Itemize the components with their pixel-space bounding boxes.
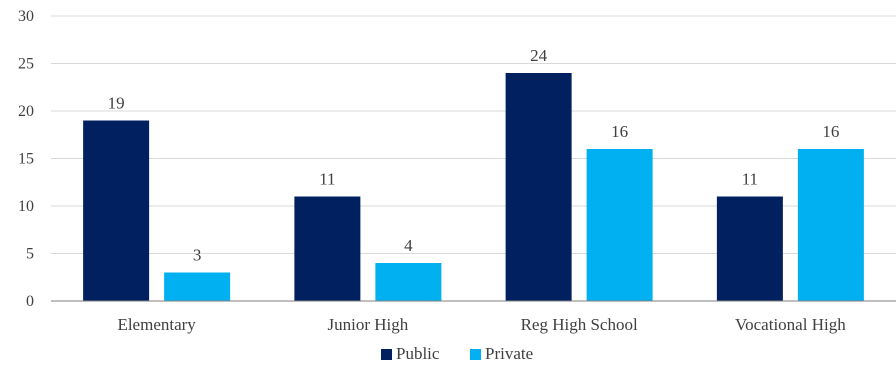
y-tick-label: 10 <box>18 198 34 215</box>
data-label: 3 <box>193 246 202 265</box>
x-tick-label: Reg High School <box>521 315 638 334</box>
data-label: 16 <box>822 122 839 141</box>
bar-public-1 <box>294 196 361 301</box>
data-label: 19 <box>108 94 125 113</box>
y-axis-ticks: 0 5 10 15 20 25 30 <box>18 8 34 310</box>
x-tick-label: Elementary <box>117 315 196 334</box>
y-tick-label: 15 <box>18 151 34 168</box>
bar-private-2 <box>586 149 653 301</box>
bars <box>83 73 864 301</box>
y-tick-label: 25 <box>18 56 34 73</box>
legend-label: Private <box>485 344 533 363</box>
y-tick-label: 5 <box>26 246 34 263</box>
data-labels: 19 3 11 4 24 16 11 16 <box>108 46 840 265</box>
y-tick-label: 30 <box>18 8 34 25</box>
legend-item-private: Private <box>470 344 533 363</box>
legend-swatch <box>381 349 392 360</box>
x-axis: Elementary Junior High Reg High School Voca… <box>51 300 896 334</box>
data-label: 11 <box>319 170 335 189</box>
data-label: 4 <box>404 236 413 255</box>
bar-private-1 <box>375 263 442 301</box>
bar-private-0 <box>164 272 231 301</box>
bar-public-2 <box>505 73 572 301</box>
data-label: 16 <box>611 122 628 141</box>
x-tick-label: Junior High <box>328 315 409 334</box>
x-tick-label: Vocational High <box>735 315 846 334</box>
legend: Public Private <box>381 344 533 363</box>
legend-swatch <box>470 349 481 360</box>
y-tick-label: 0 <box>26 293 34 310</box>
legend-item-public: Public <box>381 344 440 363</box>
data-label: 11 <box>742 170 758 189</box>
y-tick-label: 20 <box>18 103 34 120</box>
legend-label: Public <box>396 344 440 363</box>
bar-public-0 <box>83 120 150 301</box>
bar-public-3 <box>716 196 783 301</box>
bar-private-3 <box>797 149 864 301</box>
data-label: 24 <box>530 46 548 65</box>
